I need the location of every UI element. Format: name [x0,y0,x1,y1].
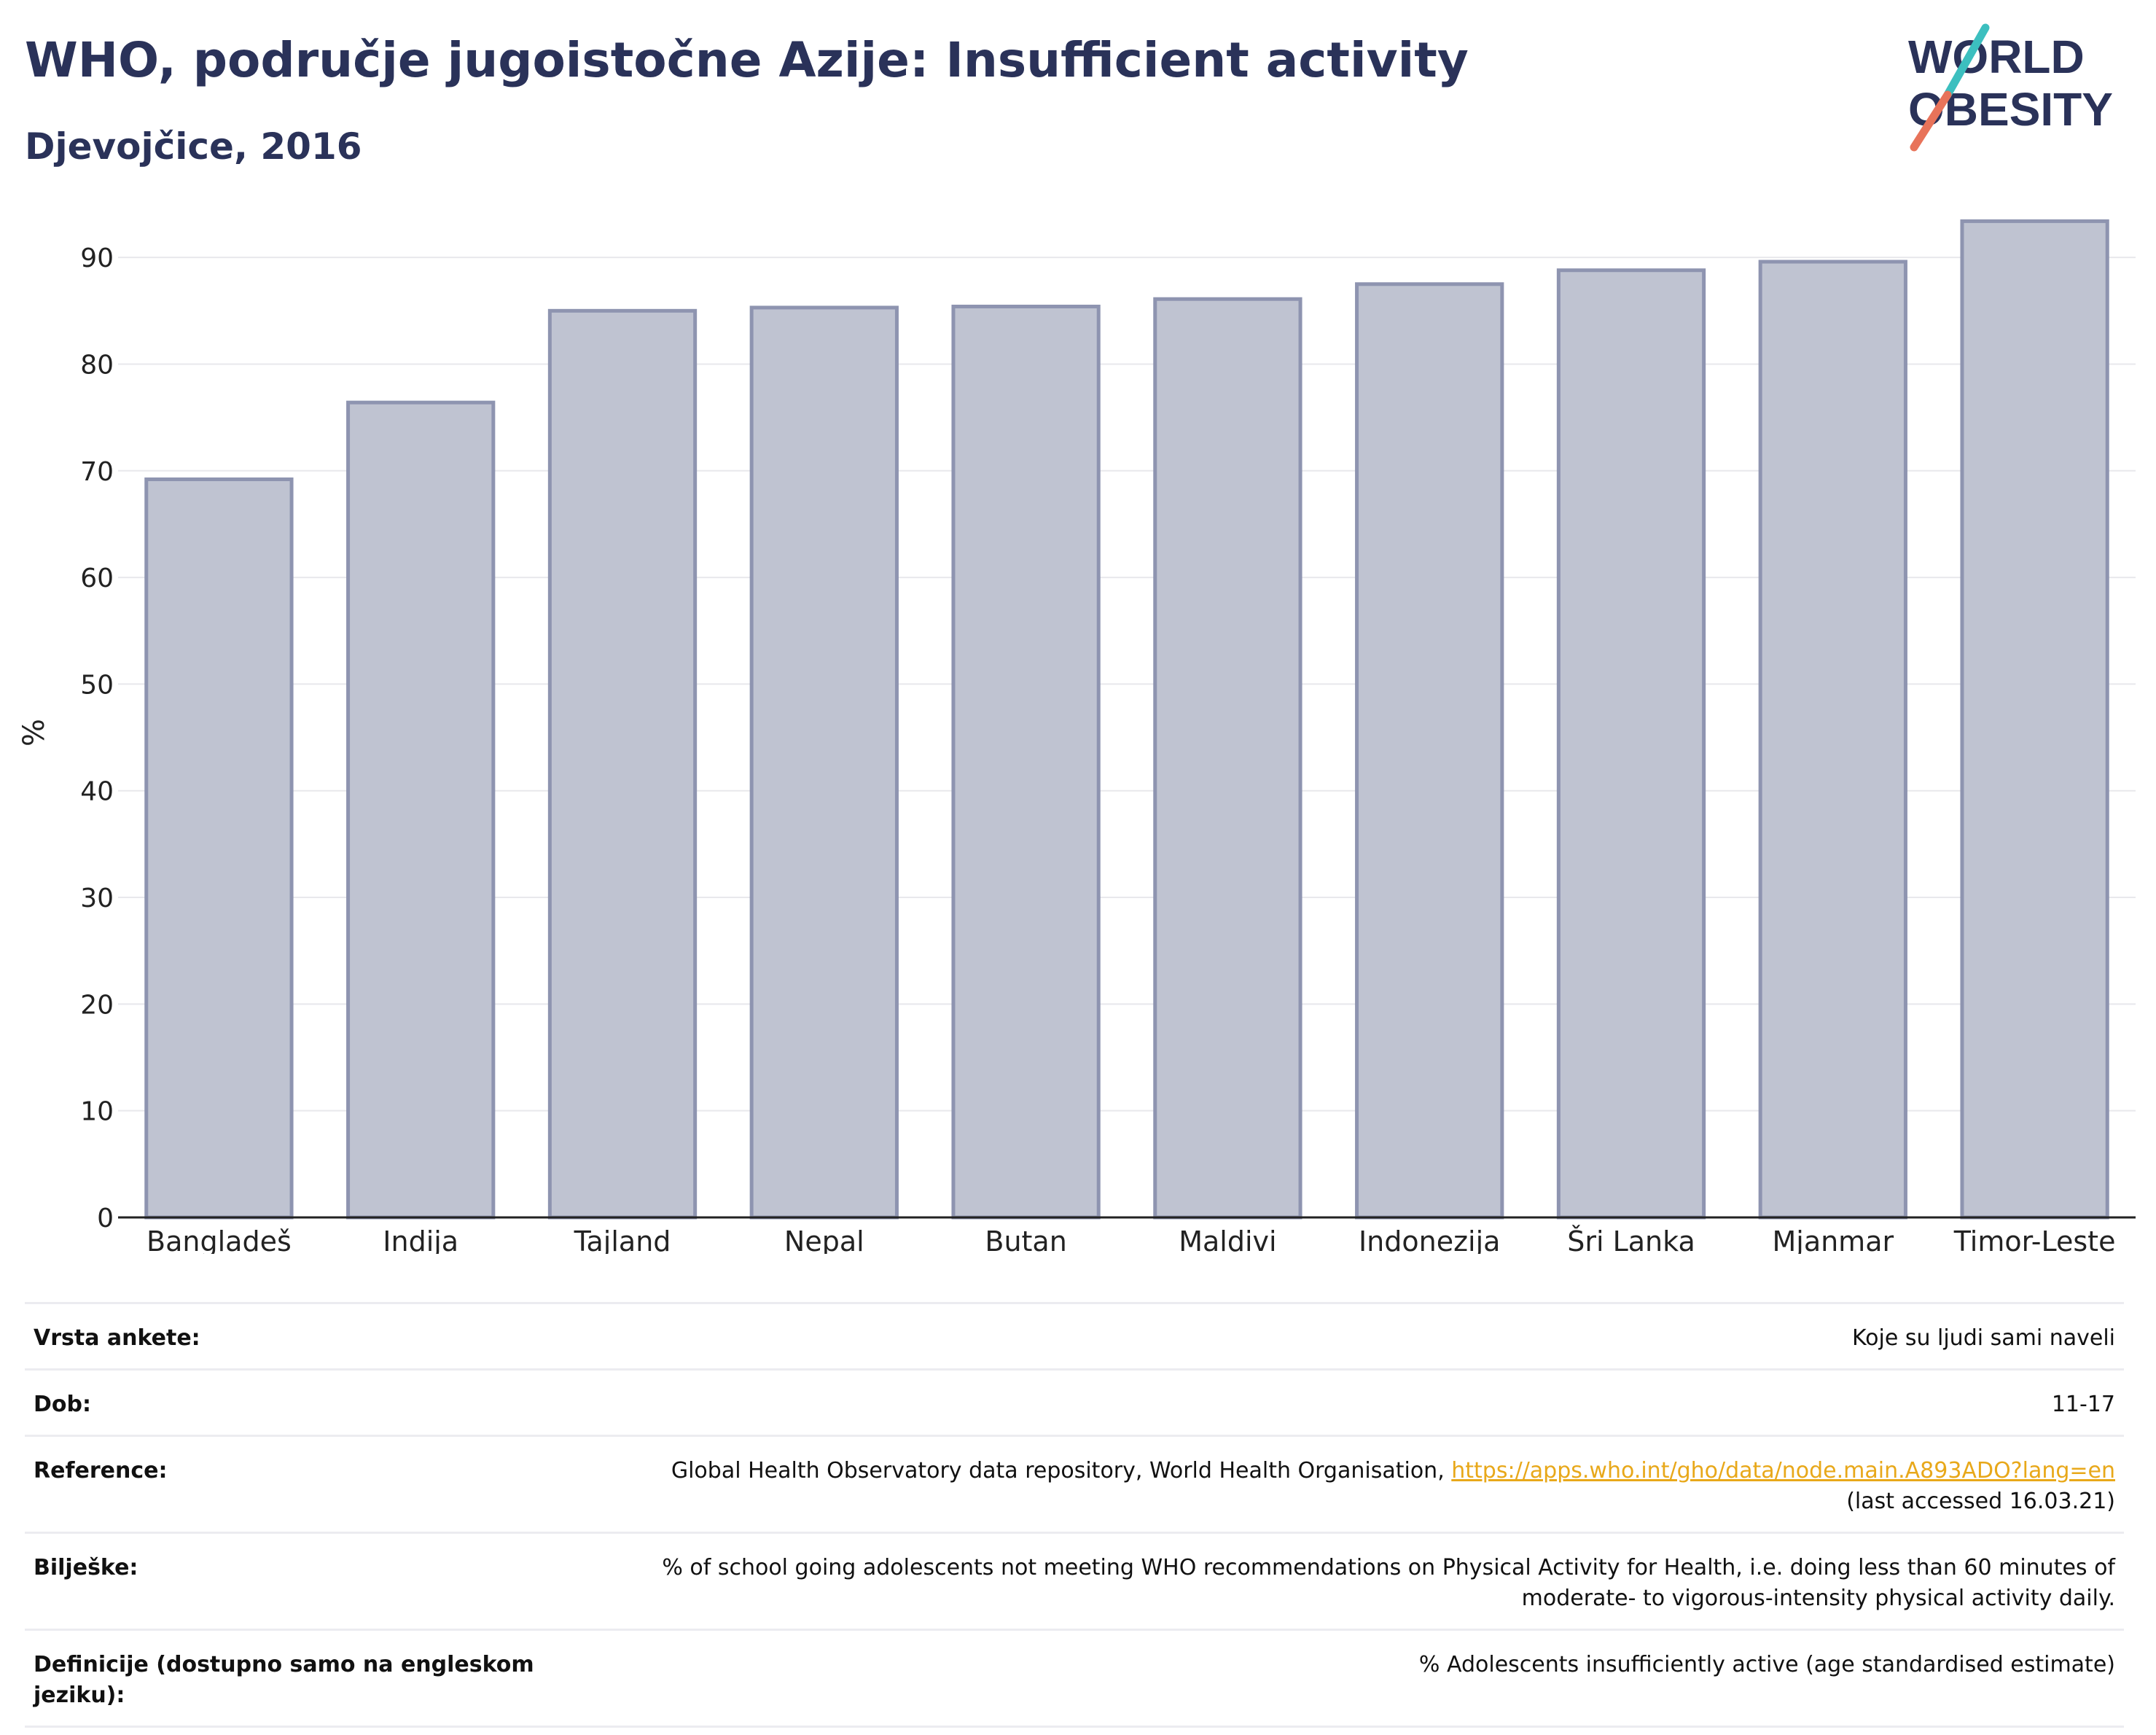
y-tick-label: 30 [80,884,114,913]
info-key: Bilješke: [34,1555,138,1580]
bar [346,400,496,1220]
logo-slash-coral [1910,90,1952,152]
bar [1153,297,1302,1220]
y-tick-label: 20 [80,990,114,1020]
reference-accessed: (last accessed 16.03.21) [1846,1489,2115,1514]
x-category-label: Nepal [784,1225,864,1254]
reference-link[interactable]: https://apps.who.int/gho/data/node.main.… [1451,1458,2115,1483]
x-category-label: Timor-Leste [1953,1225,2116,1254]
y-tick-label: 80 [80,350,114,380]
bar [749,305,899,1220]
y-tick-label: 50 [80,670,114,700]
info-row-notes: Bilješke: % of school going adolescents … [25,1532,2124,1630]
bar [1758,260,1907,1220]
bar [144,477,294,1220]
reference-text: Global Health Observatory data repositor… [671,1458,1452,1483]
info-row-survey-type: Vrsta ankete: Koje su ljudi sami naveli [25,1303,2124,1370]
info-value-notes: % of school going adolescents not meetin… [567,1533,2124,1630]
x-category-label: Indija [383,1225,458,1254]
world-obesity-logo: WORLD OBESITY [1908,23,2113,152]
info-value: 11-17 [2051,1392,2115,1417]
x-category-label: Butan [985,1225,1066,1254]
y-tick-label: 0 [97,1204,114,1233]
x-category-label: Mjanmar [1772,1225,1894,1254]
chart-subtitle: Djevojčice, 2016 [25,125,362,168]
y-tick-label: 60 [80,564,114,593]
logo-slash-teal [1943,23,1990,99]
bars-layer [144,219,2109,1220]
x-category-label: Indonezija [1359,1225,1500,1254]
notes-line1: % of school going adolescents not meetin… [662,1555,2115,1580]
bar [1960,219,2109,1220]
info-table: Vrsta ankete: Koje su ljudi sami naveli … [25,1302,2124,1728]
x-category-label: Šri Lanka [1567,1225,1695,1254]
bar-chart: 0 10 20 30 40 50 60 70 80 90 Bangladeš Indija Tajla… [17,219,2136,1254]
y-tick-label: 90 [80,243,114,273]
x-category-labels: Bangladeš Indija Tajland Nepal Butan Maldivi I… [147,1225,2115,1254]
x-category-label: Tajland [574,1225,671,1254]
info-key: Reference: [34,1458,168,1483]
info-value-reference: Global Health Observatory data repositor… [567,1436,2124,1533]
info-key: Dob: [34,1392,91,1417]
y-tick-label: 40 [80,777,114,807]
notes-line2: moderate- to vigorous-intensity physical… [1521,1586,2115,1611]
y-tick-label: 70 [80,457,114,487]
info-value: Koje su ljudi sami naveli [1851,1325,2115,1351]
bar [547,308,698,1220]
info-row-definitions: Definicije (dostupno samo na engleskom j… [25,1629,2124,1727]
info-key: Vrsta ankete: [34,1325,200,1351]
x-category-label: Maldivi [1179,1225,1276,1254]
bar [1556,268,1706,1220]
bar [1355,282,1504,1220]
logo-line1: WORLD [1908,31,2085,83]
y-tick-label: 10 [80,1097,114,1127]
y-tick-labels: 0 10 20 30 40 50 60 70 80 90 [80,243,114,1233]
y-axis-title: % [17,719,51,746]
x-category-label: Bangladeš [147,1225,292,1254]
bar [951,304,1101,1220]
info-value: % Adolescents insufficiently active (age… [1418,1652,2115,1677]
info-row-age: Dob: 11-17 [25,1369,2124,1436]
info-key: Definicije (dostupno samo na engleskom j… [34,1652,534,1708]
info-row-reference: Reference: Global Health Observatory dat… [25,1435,2124,1533]
chart-title: WHO, područje jugoistočne Azije: Insuffi… [25,32,1469,88]
